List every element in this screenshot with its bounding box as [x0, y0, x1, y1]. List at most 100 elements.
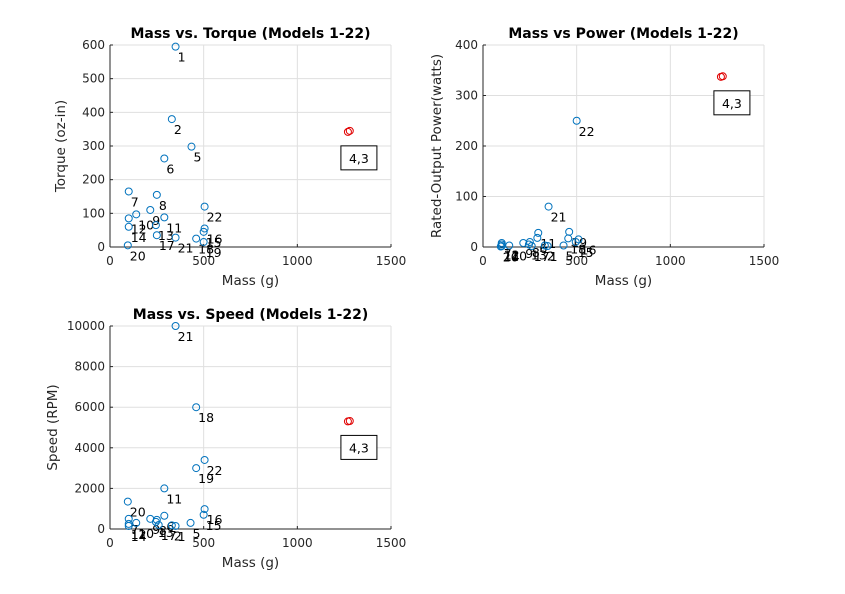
data-point-11 [160, 484, 169, 493]
point-label-8: 8 [159, 523, 167, 538]
point-label-21: 21 [178, 329, 194, 344]
point-label-15: 15 [206, 518, 222, 533]
data-point-2 [540, 241, 549, 250]
x-axis-label: Mass (g) [222, 555, 279, 571]
y-tick-label: 8000 [74, 360, 105, 374]
point-label-21: 21 [551, 210, 567, 225]
point-label-12: 12 [504, 247, 520, 262]
y-tick-label: 400 [455, 38, 478, 52]
data-point-10 [132, 210, 141, 219]
point-label-15: 15 [578, 245, 594, 260]
x-axis-label: Mass (g) [595, 273, 652, 289]
point-label-1: 1 [178, 50, 186, 65]
data-point-16 [200, 224, 209, 233]
data-point-8 [152, 190, 161, 199]
y-tick-label: 4000 [74, 441, 105, 455]
data-point-20 [123, 241, 132, 250]
data-point-19 [199, 237, 208, 246]
point-label-22: 22 [207, 463, 223, 478]
chart-torque: 0 500 1000 1500 0 100 200 300 400 500 600 Mass vs. … [53, 26, 406, 289]
data-point-19 [192, 464, 201, 473]
x-tick-label: 1000 [282, 254, 313, 268]
point-label-10: 10 [138, 217, 154, 232]
point-label-16: 16 [207, 231, 223, 246]
data-point-9 [519, 238, 528, 247]
point-label-10: 10 [138, 526, 154, 541]
x-tick-label: 0 [106, 254, 114, 268]
data-point-22 [200, 202, 209, 211]
y-tick-label: 6000 [74, 400, 105, 414]
x-tick-label: 0 [106, 536, 114, 550]
data-point-13 [151, 221, 160, 230]
point-label-2: 2 [174, 528, 182, 543]
point-label-14: 14 [504, 249, 520, 264]
data-point-5 [187, 142, 196, 151]
x-tick-label: 1500 [749, 254, 780, 268]
point-label-9: 9 [152, 522, 160, 537]
data-point-2 [167, 521, 176, 530]
data-point-5 [186, 518, 195, 527]
data-point-18 [192, 234, 201, 243]
point-label-10: 10 [511, 248, 527, 263]
data-point-1 [171, 42, 180, 51]
point-label-21: 21 [178, 241, 194, 256]
x-tick-label: 1500 [376, 536, 407, 550]
x-tick-label: 0 [479, 254, 487, 268]
data-point-17 [527, 241, 536, 250]
point-label-17: 17 [161, 528, 177, 543]
chart-title: Mass vs. Torque (Models 1-22) [130, 26, 370, 42]
y-tick-label: 300 [82, 139, 105, 153]
point-label-5: 5 [193, 526, 201, 541]
y-tick-label: 300 [455, 89, 478, 103]
point-label-2: 2 [174, 122, 182, 137]
highlight-point [345, 126, 354, 135]
y-tick-label: 400 [82, 105, 105, 119]
annotation-text: 4,3 [349, 151, 369, 166]
data-point-7 [124, 187, 133, 196]
point-label-7: 7 [131, 522, 139, 537]
annotation-text: 4,3 [722, 96, 742, 111]
point-label-12: 12 [131, 527, 147, 542]
data-point-10 [505, 241, 514, 250]
y-tick-label: 200 [455, 139, 478, 153]
point-label-9: 9 [152, 213, 160, 228]
data-point-17 [154, 520, 163, 529]
data-point-16 [574, 235, 583, 244]
point-label-12: 12 [131, 221, 147, 236]
chart-speed: 0 500 1000 1500 0 2000 4000 6000 8000 10000 Mass v… [45, 307, 406, 571]
x-tick-label: 500 [565, 254, 588, 268]
point-label-16: 16 [207, 512, 223, 527]
annotation-box [340, 434, 378, 460]
y-tick-label: 100 [82, 206, 105, 220]
y-tick-label: 0 [470, 240, 478, 254]
data-point-6 [160, 511, 169, 520]
data-point-2 [167, 115, 176, 124]
data-point-6 [533, 233, 542, 242]
highlight-point [345, 417, 354, 426]
point-label-19: 19 [198, 471, 214, 486]
y-tick-label: 500 [82, 72, 105, 86]
data-point-18 [564, 234, 573, 243]
y-tick-label: 0 [97, 240, 105, 254]
point-label-7: 7 [504, 246, 512, 261]
y-axis-label: Torque (oz-in) [53, 100, 69, 193]
x-tick-label: 500 [192, 254, 215, 268]
point-label-22: 22 [207, 210, 223, 225]
point-label-22: 22 [579, 124, 595, 139]
data-point-14 [124, 222, 133, 231]
x-tick-label: 500 [192, 536, 215, 550]
data-point-9 [146, 205, 155, 214]
point-label-14: 14 [131, 529, 147, 544]
data-point-6 [160, 154, 169, 163]
point-label-13: 13 [531, 247, 547, 262]
point-label-6: 6 [166, 519, 174, 534]
data-point-11 [534, 228, 543, 237]
point-label-8: 8 [159, 198, 167, 213]
annotation-text: 4,3 [349, 440, 369, 455]
data-point-15 [199, 510, 208, 519]
point-label-6: 6 [166, 161, 174, 176]
point-label-14: 14 [131, 230, 147, 245]
y-tick-label: 2000 [74, 481, 105, 495]
data-point-15 [199, 227, 208, 236]
